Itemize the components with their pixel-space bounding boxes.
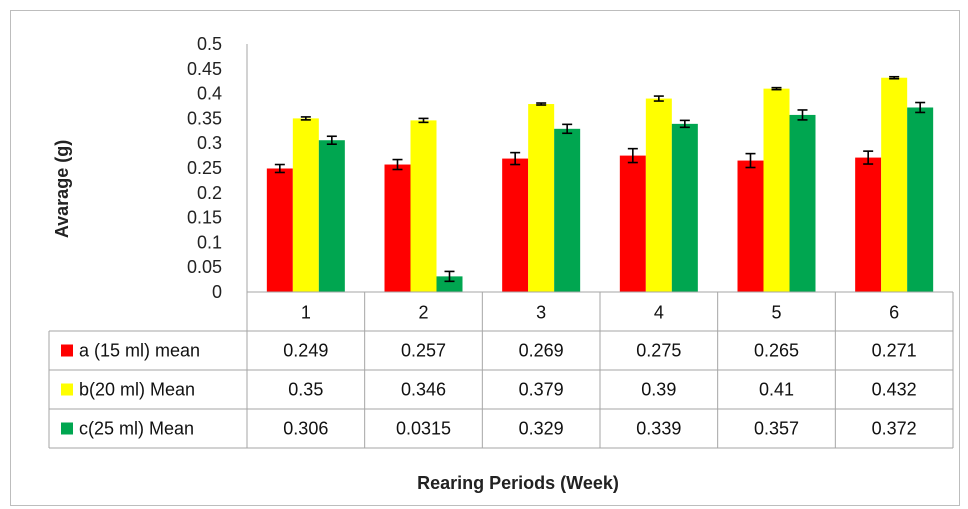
bar-series3-week5 xyxy=(789,114,816,292)
category-label: 6 xyxy=(889,303,899,323)
error-bar xyxy=(889,75,900,80)
x-axis-title: Rearing Periods (Week) xyxy=(417,473,619,493)
bar-series2-week1 xyxy=(292,118,319,293)
bar-series1-week2 xyxy=(384,164,411,292)
data-label: 0.275 xyxy=(636,341,681,361)
error-bar xyxy=(418,117,429,124)
y-tick-label: 0.5 xyxy=(197,34,222,54)
y-tick-label: 0.05 xyxy=(187,257,222,277)
category-label: 4 xyxy=(654,303,664,323)
data-table: 1 2 3 4 5 6 a (15 ml) mean 0.249 0.257 0.269 0.275… xyxy=(48,44,954,449)
legend-swatch xyxy=(61,344,73,357)
y-tick-label: 0.3 xyxy=(197,133,222,153)
data-label: 0.306 xyxy=(283,419,328,439)
error-bar xyxy=(627,147,638,164)
data-label: 0.39 xyxy=(641,380,676,400)
y-tick-label: 0.1 xyxy=(197,232,222,252)
data-label: 0.41 xyxy=(759,380,794,400)
category-label: 5 xyxy=(771,303,781,323)
bar-series2-week4 xyxy=(645,98,672,292)
error-bar xyxy=(510,151,521,166)
data-label: 0.372 xyxy=(872,419,917,439)
data-label: 0.379 xyxy=(519,380,564,400)
category-label: 1 xyxy=(301,303,311,323)
data-label: 0.269 xyxy=(519,341,564,361)
bar-series3-week2 xyxy=(436,276,463,292)
bar-series3-week4 xyxy=(671,123,698,292)
error-bar xyxy=(562,123,573,135)
data-label: 0.249 xyxy=(283,341,328,361)
bar-chart: 0 0.05 0.1 0.15 0.2 0.25 0.3 0.35 0.4 0.45 0.5 1 2 3… xyxy=(48,34,954,493)
category-label: 2 xyxy=(418,303,428,323)
bar-series2-week5 xyxy=(763,88,790,292)
y-tick-label: 0 xyxy=(212,282,222,302)
data-label: 0.257 xyxy=(401,341,446,361)
data-label: 0.432 xyxy=(872,380,917,400)
bar-series1-week6 xyxy=(855,157,882,292)
error-bar xyxy=(326,135,337,145)
y-tick-label: 0.35 xyxy=(187,108,222,128)
error-bar xyxy=(536,102,547,106)
y-tick-label: 0.25 xyxy=(187,158,222,178)
error-bar xyxy=(797,109,808,121)
legend-swatch xyxy=(61,422,73,435)
error-bar xyxy=(274,163,285,174)
error-bar xyxy=(863,150,874,165)
category-label: 3 xyxy=(536,303,546,323)
bar-series3-week1 xyxy=(318,140,345,292)
error-bar xyxy=(679,119,690,129)
bar-series1-week5 xyxy=(737,160,764,292)
y-axis-title: Avarage (g) xyxy=(52,140,72,238)
data-label: 0.35 xyxy=(288,380,323,400)
data-label: 0.339 xyxy=(636,419,681,439)
legend-label: c(25 ml) Mean xyxy=(79,419,194,439)
error-bar xyxy=(915,101,926,114)
legend-label: a (15 ml) mean xyxy=(79,341,200,361)
error-bars xyxy=(274,75,926,283)
bar-series1-week3 xyxy=(502,158,529,292)
bar-series2-week2 xyxy=(410,120,437,292)
error-bar xyxy=(745,152,756,169)
data-label: 0.0315 xyxy=(396,419,451,439)
error-bar xyxy=(444,270,455,283)
bars xyxy=(266,77,934,293)
data-label: 0.329 xyxy=(519,419,564,439)
data-label: 0.357 xyxy=(754,419,799,439)
chart-frame: 0 0.05 0.1 0.15 0.2 0.25 0.3 0.35 0.4 0.45 0.5 1 2 3… xyxy=(10,10,960,506)
legend-label: b(20 ml) Mean xyxy=(79,380,195,400)
bar-series1-week1 xyxy=(266,168,293,292)
error-bar xyxy=(771,86,782,91)
bar-series2-week6 xyxy=(881,77,908,292)
data-label: 0.265 xyxy=(754,341,799,361)
error-bar xyxy=(300,116,311,121)
y-axis-ticks: 0 0.05 0.1 0.15 0.2 0.25 0.3 0.35 0.4 0.45 0.5 xyxy=(187,34,222,302)
data-label: 0.271 xyxy=(872,341,917,361)
data-label: 0.346 xyxy=(401,380,446,400)
y-tick-label: 0.15 xyxy=(187,208,222,228)
bar-series3-week6 xyxy=(907,107,934,292)
y-tick-label: 0.4 xyxy=(197,84,222,104)
y-tick-label: 0.45 xyxy=(187,59,222,79)
bar-series3-week3 xyxy=(554,128,581,292)
error-bar xyxy=(392,158,403,171)
y-tick-label: 0.2 xyxy=(197,183,222,203)
bar-series2-week3 xyxy=(528,104,555,293)
bar-series1-week4 xyxy=(619,155,646,292)
legend-swatch xyxy=(61,383,73,396)
error-bar xyxy=(653,95,664,102)
